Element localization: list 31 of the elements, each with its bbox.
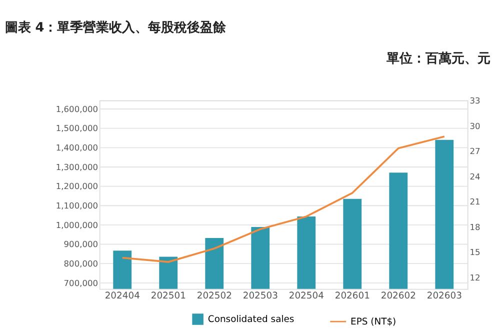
y2-tick-label: 21 [470, 196, 480, 207]
y-tick-label: 1,300,000 [56, 162, 98, 172]
legend-label: EPS (NT$) [350, 316, 396, 328]
line-series [121, 136, 446, 263]
y-tick-label: 1,200,000 [56, 181, 98, 192]
y-tick-label: 1,600,000 [56, 104, 98, 114]
y2-tick-label: 24 [470, 171, 480, 182]
x-tick-label: 202603 [426, 290, 462, 302]
y-tick-label: 1,000,000 [56, 220, 98, 230]
y-tick-label: 1,100,000 [56, 200, 98, 211]
x-tick-label: 202503 [242, 290, 278, 302]
x-tick-label: 202601 [334, 290, 370, 302]
y-tick-label: 700,000 [64, 278, 98, 288]
y2-tick-label: 18 [470, 222, 480, 232]
y-tick-label: 1,400,000 [56, 142, 98, 153]
text: 單位：百萬元、元 [385, 52, 490, 67]
y2-tick-label: 33 [470, 95, 480, 106]
y2-tick-label: 12 [470, 272, 480, 282]
x-tick-label: 202504 [288, 290, 324, 302]
legend-label: Consolidated sales [208, 314, 294, 326]
x-tick-label: 202502 [196, 290, 232, 302]
y-tick-label: 900,000 [64, 239, 98, 250]
chart-title: 圖表 4：單季營業收入、每股稅後盈餘 [4, 19, 228, 36]
x-tick-label: 202501 [150, 290, 186, 302]
y2-tick-label: 27 [470, 146, 480, 156]
y-tick-label: 1,500,000 [56, 123, 98, 134]
x-tick-label: 202404 [104, 290, 140, 302]
y2-tick-label: 15 [470, 247, 480, 258]
y2-tick-label: 30 [470, 120, 480, 131]
y-tick-label: 800,000 [64, 258, 98, 269]
x-tick-label: 202602 [380, 290, 416, 302]
